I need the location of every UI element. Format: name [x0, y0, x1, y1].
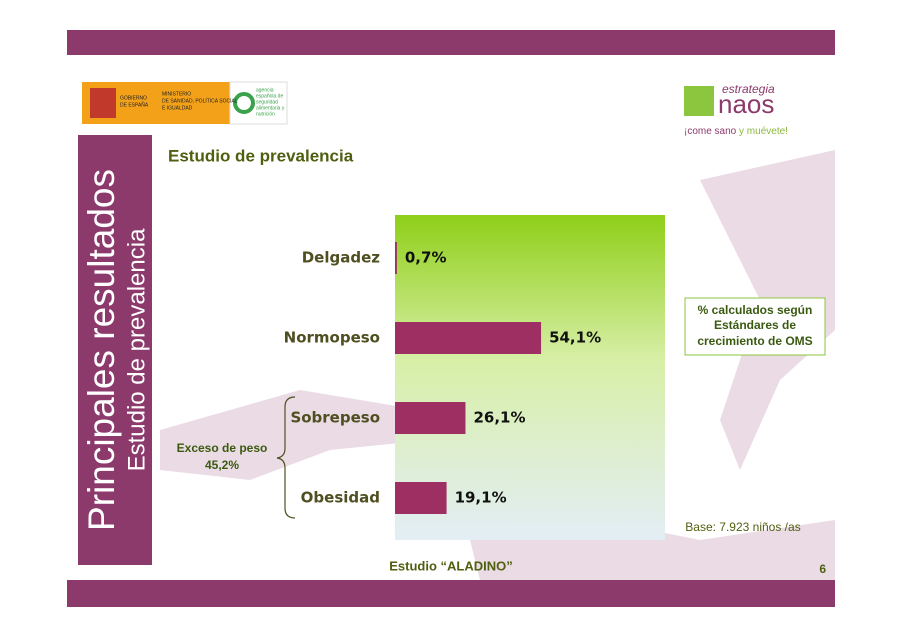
category-label: Delgadez — [302, 249, 381, 267]
base-note: Base: 7.923 niños /as — [685, 520, 800, 534]
logo-texts: GOBIERNO DE ESPAÑA MINISTERIO DE SANIDAD… — [120, 87, 285, 117]
slogan-b: y muévete! — [739, 126, 788, 137]
bar — [395, 482, 447, 514]
logo-text: agencia — [256, 87, 274, 93]
group-value: 45,2% — [205, 458, 239, 472]
naos-slogan: ¡come sano y muévete! — [684, 126, 788, 137]
side-panel — [78, 135, 152, 565]
bar — [395, 322, 542, 354]
naos-top: estrategia — [722, 82, 775, 96]
naos-icon — [684, 86, 714, 116]
logo-text: española de — [256, 93, 283, 99]
coat-of-arms — [90, 88, 116, 118]
slogan-a: ¡come sano — [684, 126, 739, 137]
bar — [395, 402, 466, 434]
naos-name: naos — [718, 89, 774, 119]
category-label: Sobrepeso — [290, 409, 380, 427]
note-box — [684, 297, 826, 356]
bar — [395, 242, 397, 274]
logo-text: E IGUALDAD — [162, 105, 193, 111]
group-bracket — [276, 396, 296, 519]
top-band — [67, 30, 835, 55]
bottom-band — [67, 580, 835, 607]
note-line: % calculados según — [698, 303, 813, 317]
page-number: 6 — [819, 562, 826, 576]
logo-text: seguridad — [256, 99, 278, 105]
footer: Estudio “ALADINO” — [389, 558, 513, 573]
chart-title: Estudio de prevalencia — [168, 146, 354, 165]
category-label: Obesidad — [301, 489, 380, 507]
side-subtitle: Estudio de prevalencia — [123, 228, 150, 471]
value-label: 54,1% — [549, 329, 601, 347]
logo-text: GOBIERNO — [120, 95, 147, 101]
logo-text: nutrición — [256, 111, 275, 117]
logo-text: MINISTERIO — [162, 91, 191, 97]
group-label: Exceso de peso — [177, 441, 268, 455]
logo-text: alimentaria y — [256, 105, 285, 111]
note-line: Estándares de — [714, 318, 796, 332]
agency-icon — [233, 92, 255, 114]
side-title: Principales resultados — [81, 169, 122, 531]
note-line: crecimiento de OMS — [697, 334, 812, 348]
agency-logo-box — [229, 81, 288, 125]
value-label: 26,1% — [473, 409, 525, 427]
value-label: 0,7% — [405, 249, 447, 267]
logo-text: DE ESPAÑA — [120, 101, 149, 108]
value-label: 19,1% — [455, 489, 507, 507]
logo-text: DE SANIDAD, POLÍTICA SOCIAL — [162, 97, 238, 104]
category-label: Normopeso — [284, 329, 380, 347]
